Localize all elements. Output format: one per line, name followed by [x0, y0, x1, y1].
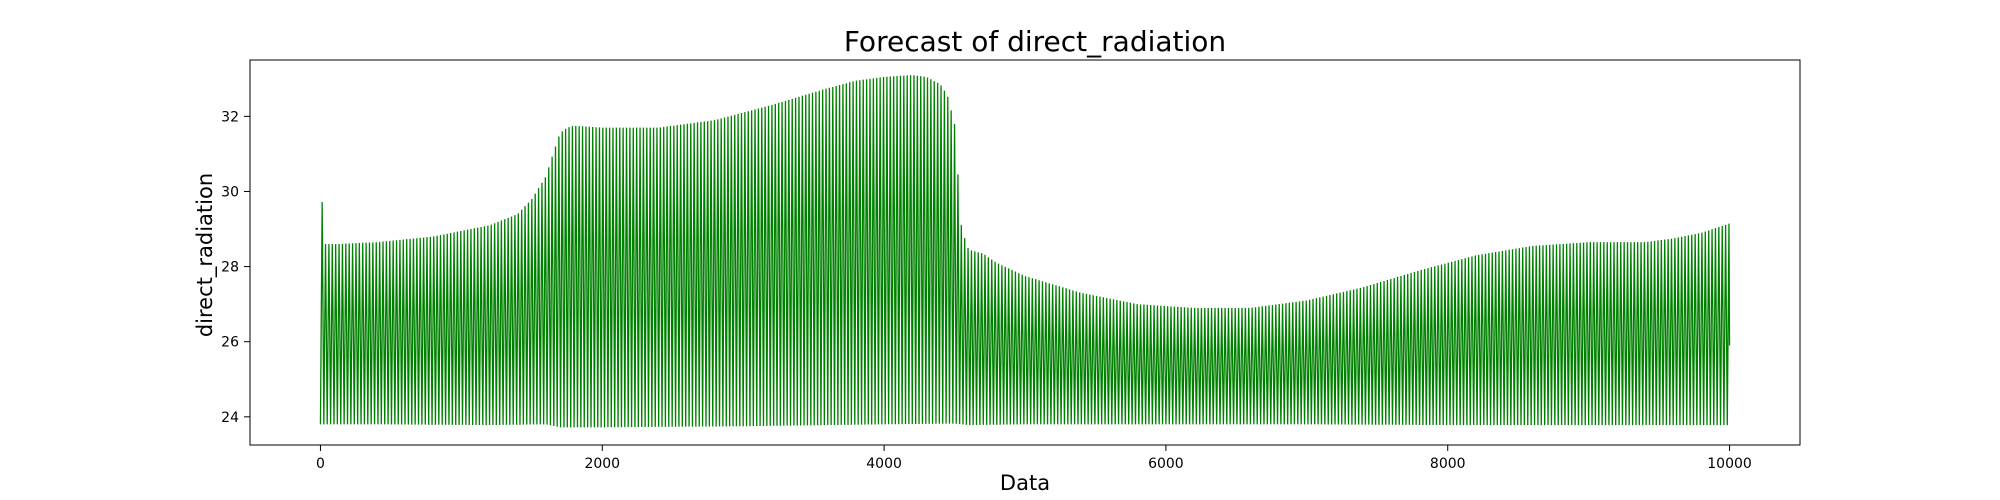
series-line-0	[319, 75, 1731, 428]
x-axis: 0 2000 4000 6000 8000 10000	[316, 445, 1752, 472]
x-tick-label: 2000	[584, 456, 620, 472]
y-tick-label: 32	[221, 109, 239, 125]
x-tick-label: 0	[316, 456, 325, 472]
y-tick-label: 28	[221, 260, 239, 276]
chart-title: Forecast of direct_radiation	[844, 25, 1226, 58]
x-tick-label: 6000	[1148, 456, 1184, 472]
y-tick-label: 30	[221, 184, 239, 200]
x-tick-label: 8000	[1430, 456, 1466, 472]
x-tick-label: 4000	[866, 456, 902, 472]
y-axis-label: direct_radiation	[193, 173, 218, 337]
y-tick-label: 26	[221, 335, 239, 351]
y-tick-label: 24	[221, 410, 239, 426]
x-axis-label: Data	[1000, 471, 1050, 495]
y-axis: 24 26 28 30 32	[221, 109, 250, 426]
plot-frame	[249, 59, 1801, 446]
x-tick-label: 10000	[1707, 456, 1752, 472]
plot-area	[319, 75, 1731, 428]
